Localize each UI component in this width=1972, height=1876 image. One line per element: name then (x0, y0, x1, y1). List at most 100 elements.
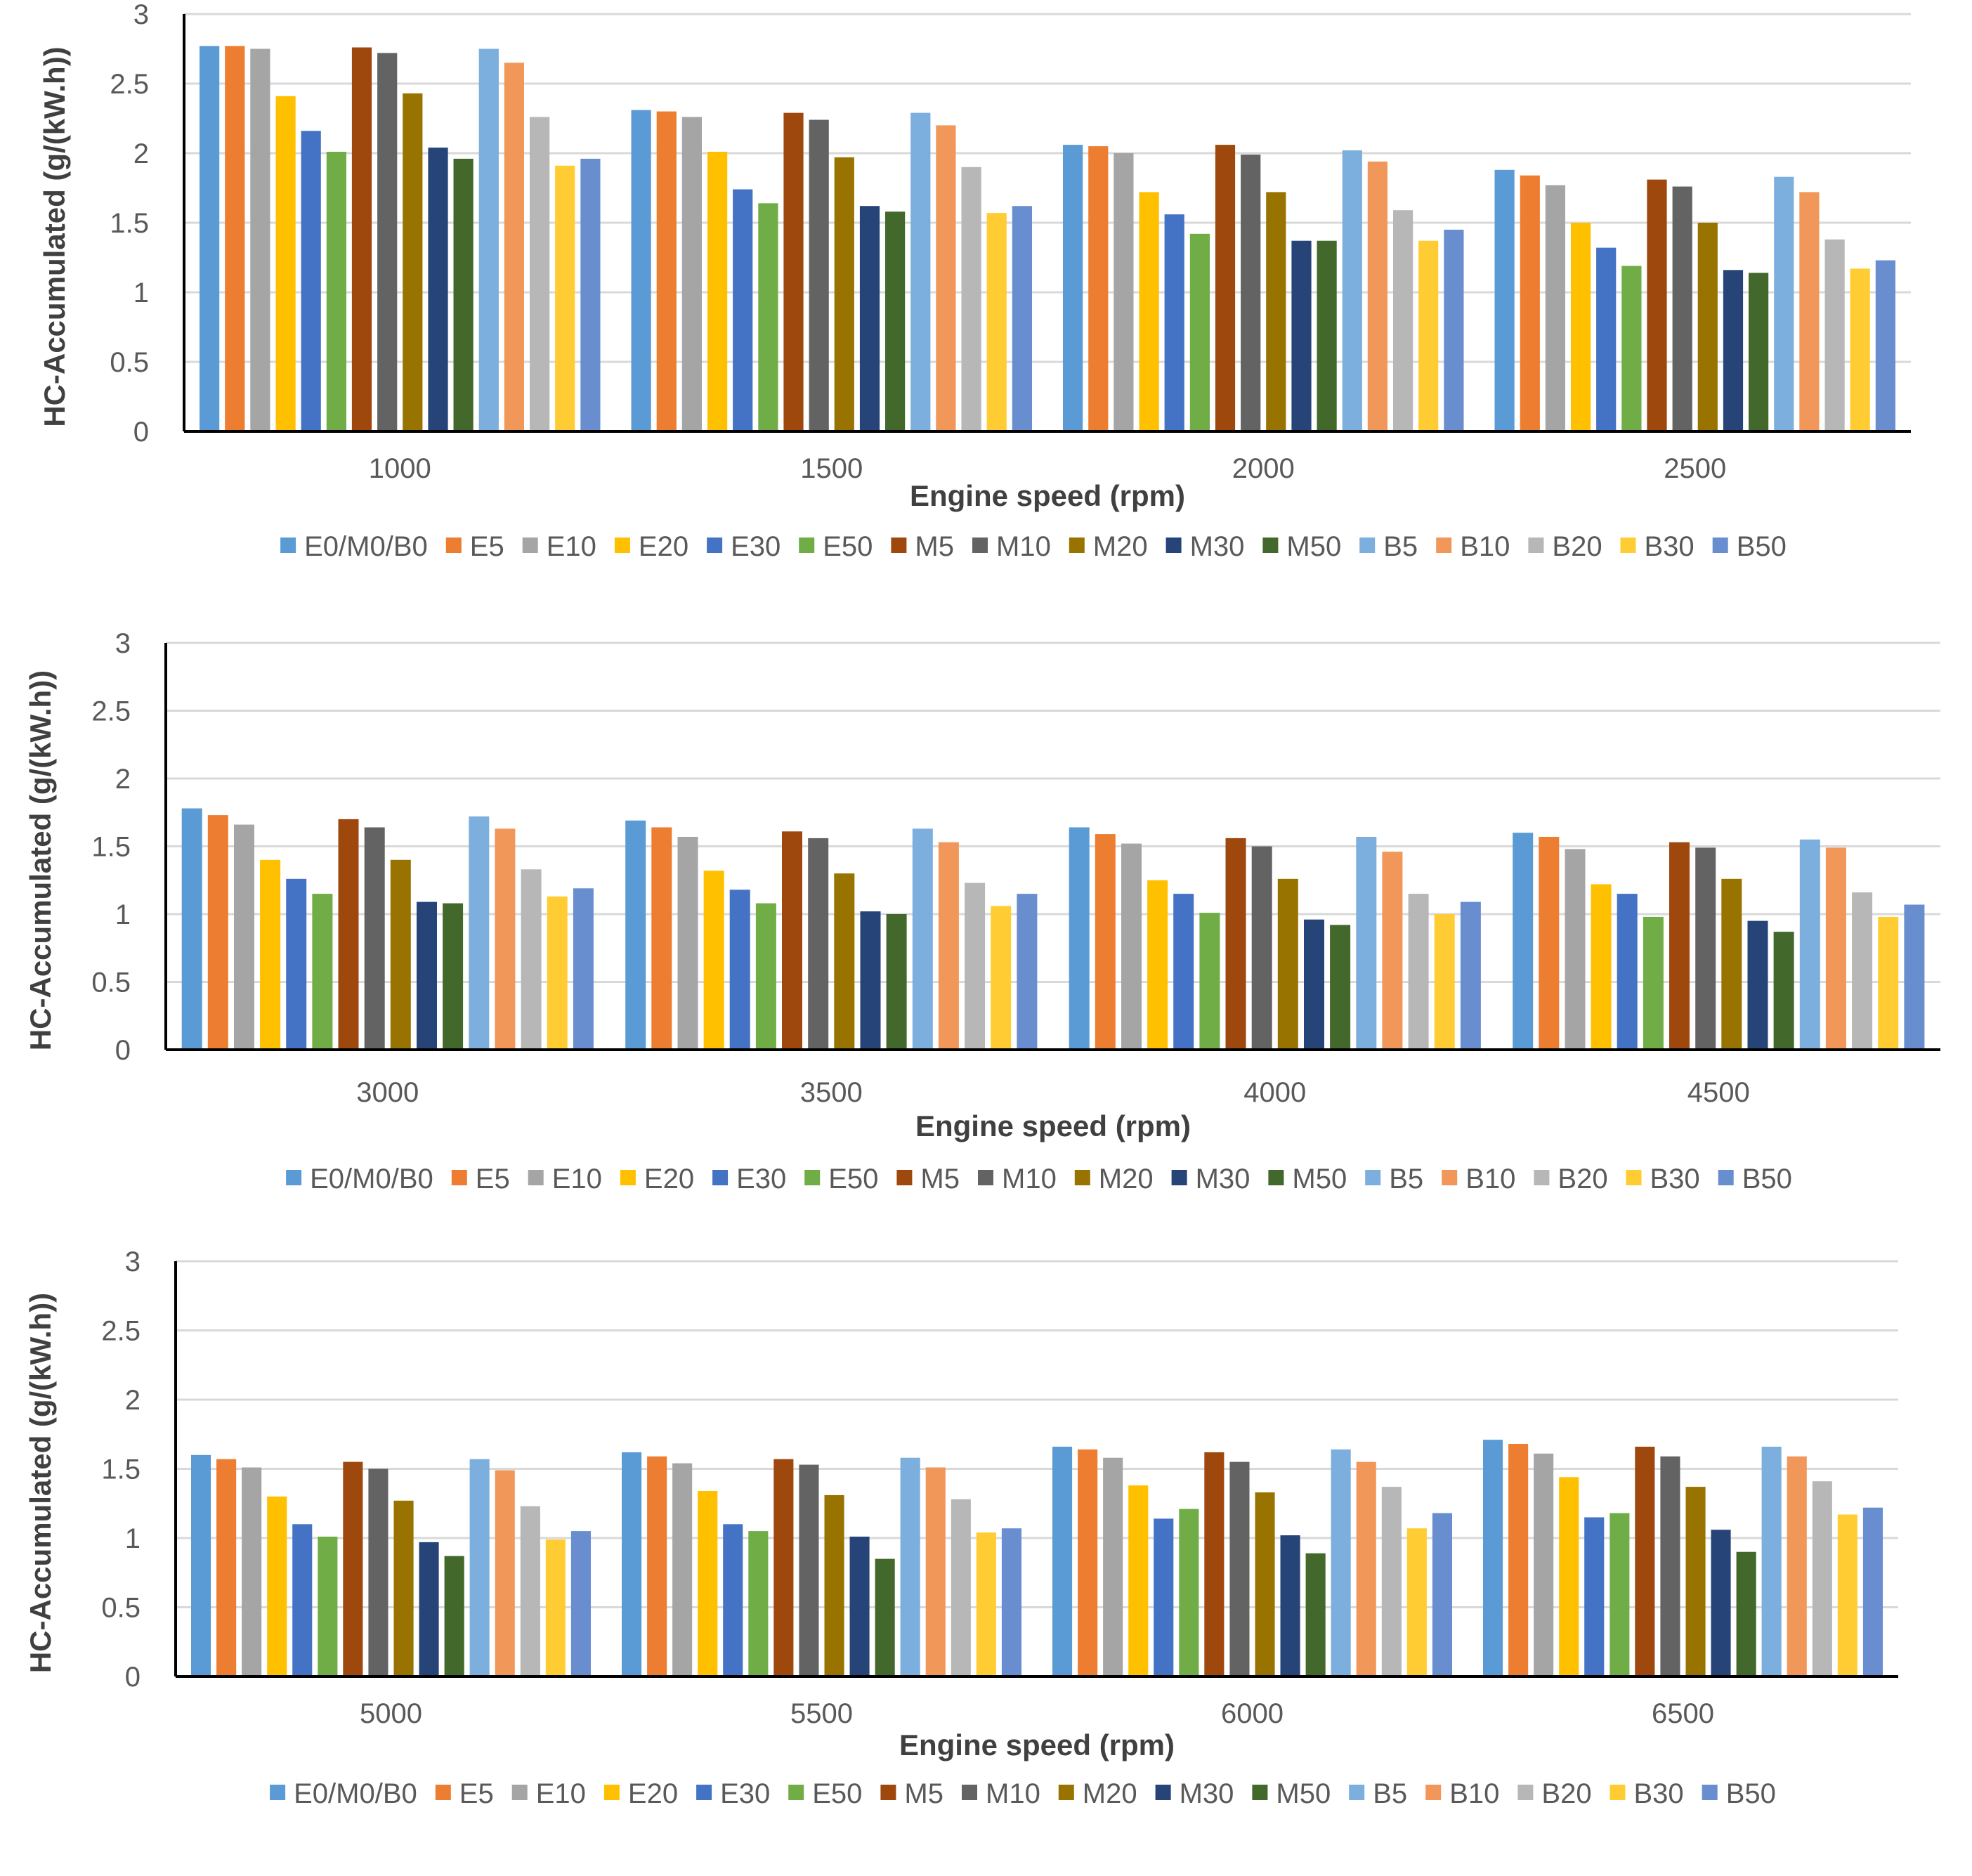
legend-label: E20 (639, 531, 688, 562)
legend-item: E30 (712, 1164, 786, 1194)
bar-e50-4000 (1199, 913, 1220, 1050)
bar-e0-m0-b0-2500 (1494, 169, 1515, 432)
legend-label: E50 (823, 531, 873, 562)
bar-e10-2000 (1114, 153, 1134, 431)
bar-b5-1500 (910, 112, 931, 431)
legend-swatch (1058, 1785, 1074, 1800)
y-tick-label: 1 (125, 1523, 141, 1554)
bar-e5-3500 (651, 827, 672, 1050)
bar-m50-2000 (1317, 240, 1337, 431)
legend-item: E10 (511, 1778, 586, 1809)
legend-label: E5 (470, 531, 504, 562)
bar-e5-6500 (1508, 1444, 1529, 1676)
x-category-label: 4500 (1687, 1077, 1750, 1108)
legend-swatch (1069, 538, 1085, 553)
legend-item: M30 (1165, 531, 1244, 562)
bar-b50-3000 (573, 888, 594, 1050)
legend-swatch (1365, 1170, 1381, 1185)
legend-swatch (1171, 1170, 1187, 1185)
bar-b5-1000 (478, 48, 499, 431)
legend-swatch (511, 1785, 528, 1800)
bar-b30-5500 (976, 1532, 996, 1676)
legend-label: B50 (1742, 1164, 1792, 1194)
bar-e10-4000 (1121, 843, 1142, 1050)
bar-e0-m0-b0-5500 (622, 1452, 642, 1676)
bar-m20-3500 (834, 873, 855, 1050)
bar-m30-2000 (1291, 240, 1312, 431)
bar-e50-6500 (1609, 1513, 1630, 1676)
bar-e10-5000 (242, 1467, 262, 1676)
legend-swatch (962, 1785, 977, 1800)
legend-swatch (1252, 1785, 1268, 1800)
bar-m5-3000 (338, 819, 359, 1050)
legend-swatch (896, 1170, 913, 1185)
bar-m30-4000 (1304, 919, 1324, 1050)
bar-e5-5000 (216, 1459, 237, 1676)
bar-m50-3000 (443, 903, 464, 1050)
bar-b30-1500 (986, 213, 1007, 431)
chart-panel-3: 0 0.5 1 1.5 2 2.5 3 5000 5500 6000 6500 Engine spee… (24, 1246, 1898, 1809)
legend-swatch (435, 1785, 451, 1800)
bar-e0-m0-b0-3000 (181, 808, 202, 1050)
bar-b5-3500 (912, 828, 933, 1050)
legend-item: M30 (1155, 1778, 1234, 1809)
y-tick-label: 1.5 (91, 832, 131, 863)
legend-label: E10 (536, 1778, 586, 1809)
legend-label: M5 (904, 1778, 943, 1809)
legend-label: B30 (1645, 531, 1695, 562)
legend-label: E5 (459, 1778, 494, 1809)
legend-swatch (522, 538, 538, 553)
legend-swatch (972, 538, 988, 553)
bar-e30-6000 (1154, 1518, 1174, 1676)
bar-b50-4500 (1904, 904, 1925, 1050)
bar-b30-3500 (991, 906, 1012, 1050)
legend-swatch (451, 1170, 467, 1185)
bar-m5-4000 (1225, 838, 1246, 1050)
y-tick-label: 3 (133, 0, 149, 30)
bar-b20-5500 (951, 1499, 971, 1676)
bar-m20-1500 (834, 157, 854, 431)
legend-label: E10 (552, 1164, 602, 1194)
bar-m30-5000 (419, 1542, 439, 1676)
legend-swatch (1436, 538, 1452, 553)
legend-item: B30 (1626, 1164, 1700, 1194)
legend: E0/M0/B0 E5 E10 E20 E30 E50 M5 M10 M20 M30 M50 B5 B1… (286, 1164, 1792, 1194)
legend-label: E50 (828, 1164, 878, 1194)
bar-m5-1000 (351, 47, 372, 431)
legend-item: E10 (528, 1164, 602, 1194)
legend-label: E20 (628, 1778, 678, 1809)
legend-item: M50 (1262, 531, 1341, 562)
bar-m5-5500 (773, 1459, 794, 1676)
legend-label: E10 (547, 531, 596, 562)
bar-m5-4500 (1669, 842, 1690, 1050)
bar-e30-5500 (723, 1524, 743, 1676)
bar-m30-6000 (1280, 1535, 1300, 1676)
bar-b30-2500 (1850, 268, 1870, 431)
bar-e20-3500 (703, 871, 724, 1050)
bar-m20-4500 (1721, 878, 1742, 1050)
legend-label: B5 (1373, 1778, 1407, 1809)
bar-m50-5500 (875, 1558, 895, 1676)
bar-b50-6000 (1432, 1513, 1452, 1676)
bar-m20-2500 (1697, 223, 1718, 431)
legend-swatch (1718, 1170, 1734, 1185)
legend-item: B5 (1365, 1164, 1423, 1194)
bar-m50-1500 (885, 211, 906, 431)
bar-e50-2000 (1189, 233, 1210, 431)
legend-item: M50 (1268, 1164, 1347, 1194)
bar-m30-5500 (849, 1537, 870, 1676)
bar-e0-m0-b0-5000 (191, 1454, 211, 1676)
y-axis-title: HC-Accumulated (g/(kW.h)) (24, 670, 57, 1050)
legend-label: B50 (1737, 531, 1787, 562)
y-tick-label: 2.5 (91, 696, 131, 727)
bar-b50-6500 (1862, 1507, 1883, 1676)
y-tick-label: 2 (115, 764, 131, 795)
legend-item: M30 (1171, 1164, 1250, 1194)
bar-e5-6000 (1078, 1449, 1098, 1676)
legend-swatch (445, 538, 462, 553)
bar-m20-3000 (390, 859, 411, 1050)
y-tick-label: 3 (115, 628, 131, 659)
legend-label: E30 (731, 531, 781, 562)
legend-label: M10 (986, 1778, 1040, 1809)
bar-m30-3000 (417, 901, 437, 1050)
